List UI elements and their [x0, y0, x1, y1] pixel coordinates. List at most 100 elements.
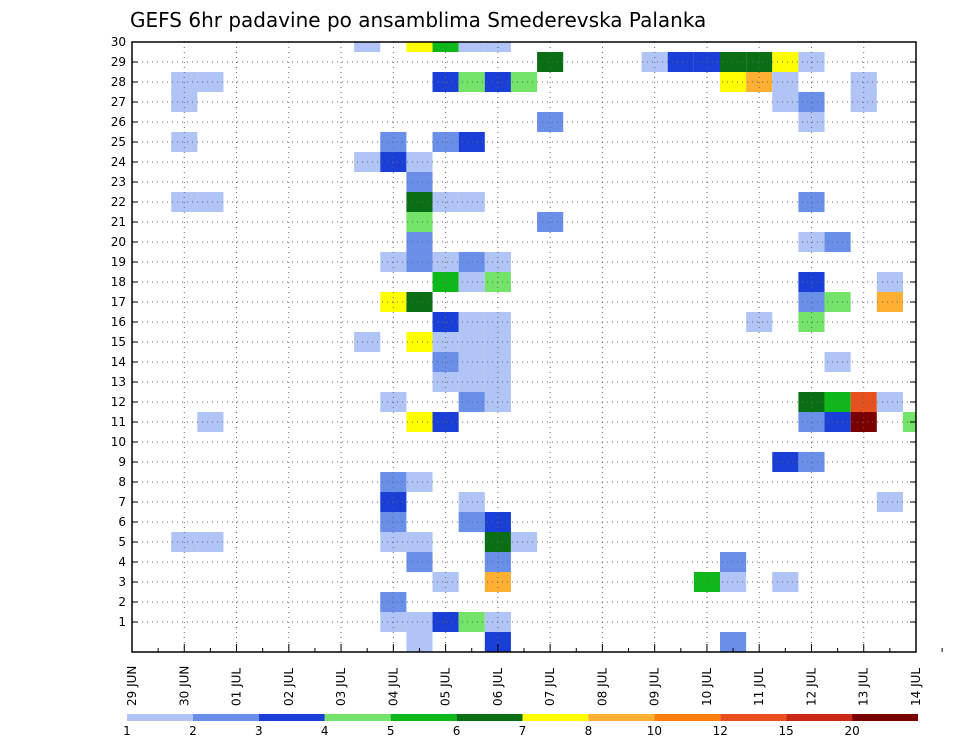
heatmap-cells — [171, 42, 916, 652]
y-tick-label: 7 — [118, 495, 126, 509]
chart-title: GEFS 6hr padavine po ansamblima Smederev… — [130, 8, 706, 32]
y-tick-label: 6 — [118, 515, 126, 529]
colorbar-label: 7 — [519, 724, 527, 738]
y-tick-label: 25 — [111, 135, 126, 149]
heatmap-cell — [458, 492, 485, 512]
heatmap-cell — [406, 612, 433, 632]
y-tick-label: 30 — [111, 35, 126, 49]
heatmap-cell — [406, 472, 433, 492]
heatmap-cell — [458, 352, 485, 372]
heatmap-cell — [458, 72, 485, 92]
colorbar-swatch — [720, 714, 787, 721]
heatmap-cell — [902, 412, 916, 432]
heatmap-cell — [458, 512, 485, 532]
x-tick-label: 13 JUL — [857, 668, 871, 706]
x-tick-label: 09 JUL — [648, 668, 662, 706]
y-tick-label: 23 — [111, 175, 126, 189]
y-tick-label: 1 — [118, 615, 126, 629]
x-tick-label: 14 JUL — [909, 668, 923, 706]
y-tick-label: 3 — [118, 575, 126, 589]
x-tick-label: 30 JUN — [177, 666, 191, 706]
heatmap-cell — [458, 332, 485, 352]
x-axis: 29 JUN 30 JUN 01 JUL 02 JUL 03 JUL 04 JUL 05 J… — [125, 644, 943, 706]
colorbar-swatch — [390, 714, 457, 721]
x-tick-label: 05 JUL — [439, 668, 453, 706]
y-tick-label: 11 — [111, 415, 126, 429]
heatmap-cell — [720, 552, 747, 572]
heatmap-cell — [720, 572, 747, 592]
heatmap-cell — [406, 212, 433, 232]
y-tick-label: 10 — [111, 435, 126, 449]
y-tick-label: 12 — [111, 395, 126, 409]
y-tick-label: 24 — [111, 155, 126, 169]
colorbar-label: 12 — [713, 724, 728, 738]
heatmap-cell — [406, 192, 433, 212]
x-tick-label: 02 JUL — [282, 668, 296, 706]
heatmap-cell — [406, 152, 433, 172]
y-tick-label: 5 — [118, 535, 126, 549]
colorbar-swatch — [852, 714, 918, 721]
x-tick-label: 10 JUL — [700, 668, 714, 706]
colorbar-swatch — [522, 714, 589, 721]
colorbar-swatch — [456, 714, 523, 721]
y-tick-label: 19 — [111, 255, 126, 269]
heatmap-cell — [406, 42, 433, 52]
heatmap-cell — [197, 72, 224, 92]
colorbar-label: 2 — [189, 724, 197, 738]
colorbar-label: 1 — [123, 724, 131, 738]
y-tick-label: 29 — [111, 55, 126, 69]
heatmap-cell — [197, 532, 224, 552]
x-tick-label: 03 JUL — [334, 668, 348, 706]
plot-frame — [131, 41, 917, 653]
heatmap-cell — [458, 392, 485, 412]
x-tick-label: 12 JUL — [804, 668, 818, 706]
heatmap-cell — [354, 42, 381, 52]
colorbar-swatch — [588, 714, 655, 721]
y-tick-label: 9 — [118, 455, 126, 469]
y-tick-label: 2 — [118, 595, 126, 609]
heatmap-cell — [772, 452, 799, 472]
grid-lines — [132, 41, 916, 652]
heatmap-cell — [458, 42, 485, 52]
x-tick-label: 08 JUL — [595, 668, 609, 706]
heatmap-cell — [458, 272, 485, 292]
colorbar-swatch — [654, 714, 721, 721]
x-tick-label: 04 JUL — [386, 668, 400, 706]
y-axis: 1234567891011121314151617181920212223242… — [111, 35, 916, 629]
heatmap-cell — [458, 132, 485, 152]
heatmap-cell — [406, 532, 433, 552]
heatmap-cell — [406, 232, 433, 252]
colorbar-label: 8 — [585, 724, 593, 738]
heatmap-cell — [406, 552, 433, 572]
y-tick-label: 20 — [111, 235, 126, 249]
heatmap-cell — [406, 332, 433, 352]
colorbar-legend: 1 2 3 4 5 6 7 8 10 12 15 20 — [123, 714, 918, 738]
heatmap-cell — [197, 412, 224, 432]
colorbar-label: 6 — [453, 724, 461, 738]
colorbar-label: 3 — [255, 724, 263, 738]
colorbar-label: 20 — [844, 724, 859, 738]
heatmap-cell — [458, 252, 485, 272]
heatmap-cell — [197, 192, 224, 212]
y-tick-label: 26 — [111, 115, 126, 129]
heatmap-cell — [876, 272, 903, 292]
x-tick-label: 06 JUL — [491, 668, 505, 706]
y-tick-label: 28 — [111, 75, 126, 89]
x-tick-label: 01 JUL — [230, 668, 244, 706]
heatmap-cell — [720, 52, 747, 72]
heatmap-cell — [406, 412, 433, 432]
heatmap-cell — [876, 392, 903, 412]
heatmap-cell — [458, 372, 485, 392]
colorbar-swatch — [786, 714, 853, 721]
heatmap-cell — [406, 292, 433, 312]
heatmap-cell — [458, 192, 485, 212]
heatmap-cell — [772, 52, 799, 72]
y-tick-label: 21 — [111, 215, 126, 229]
colorbar-label: 5 — [387, 724, 395, 738]
heatmap-cell — [876, 492, 903, 512]
heatmap-cell — [510, 532, 538, 552]
x-tick-label: 07 JUL — [543, 668, 557, 706]
colorbar-label: 10 — [647, 724, 662, 738]
colorbar-label: 15 — [779, 724, 794, 738]
heatmap-cell — [406, 632, 433, 652]
